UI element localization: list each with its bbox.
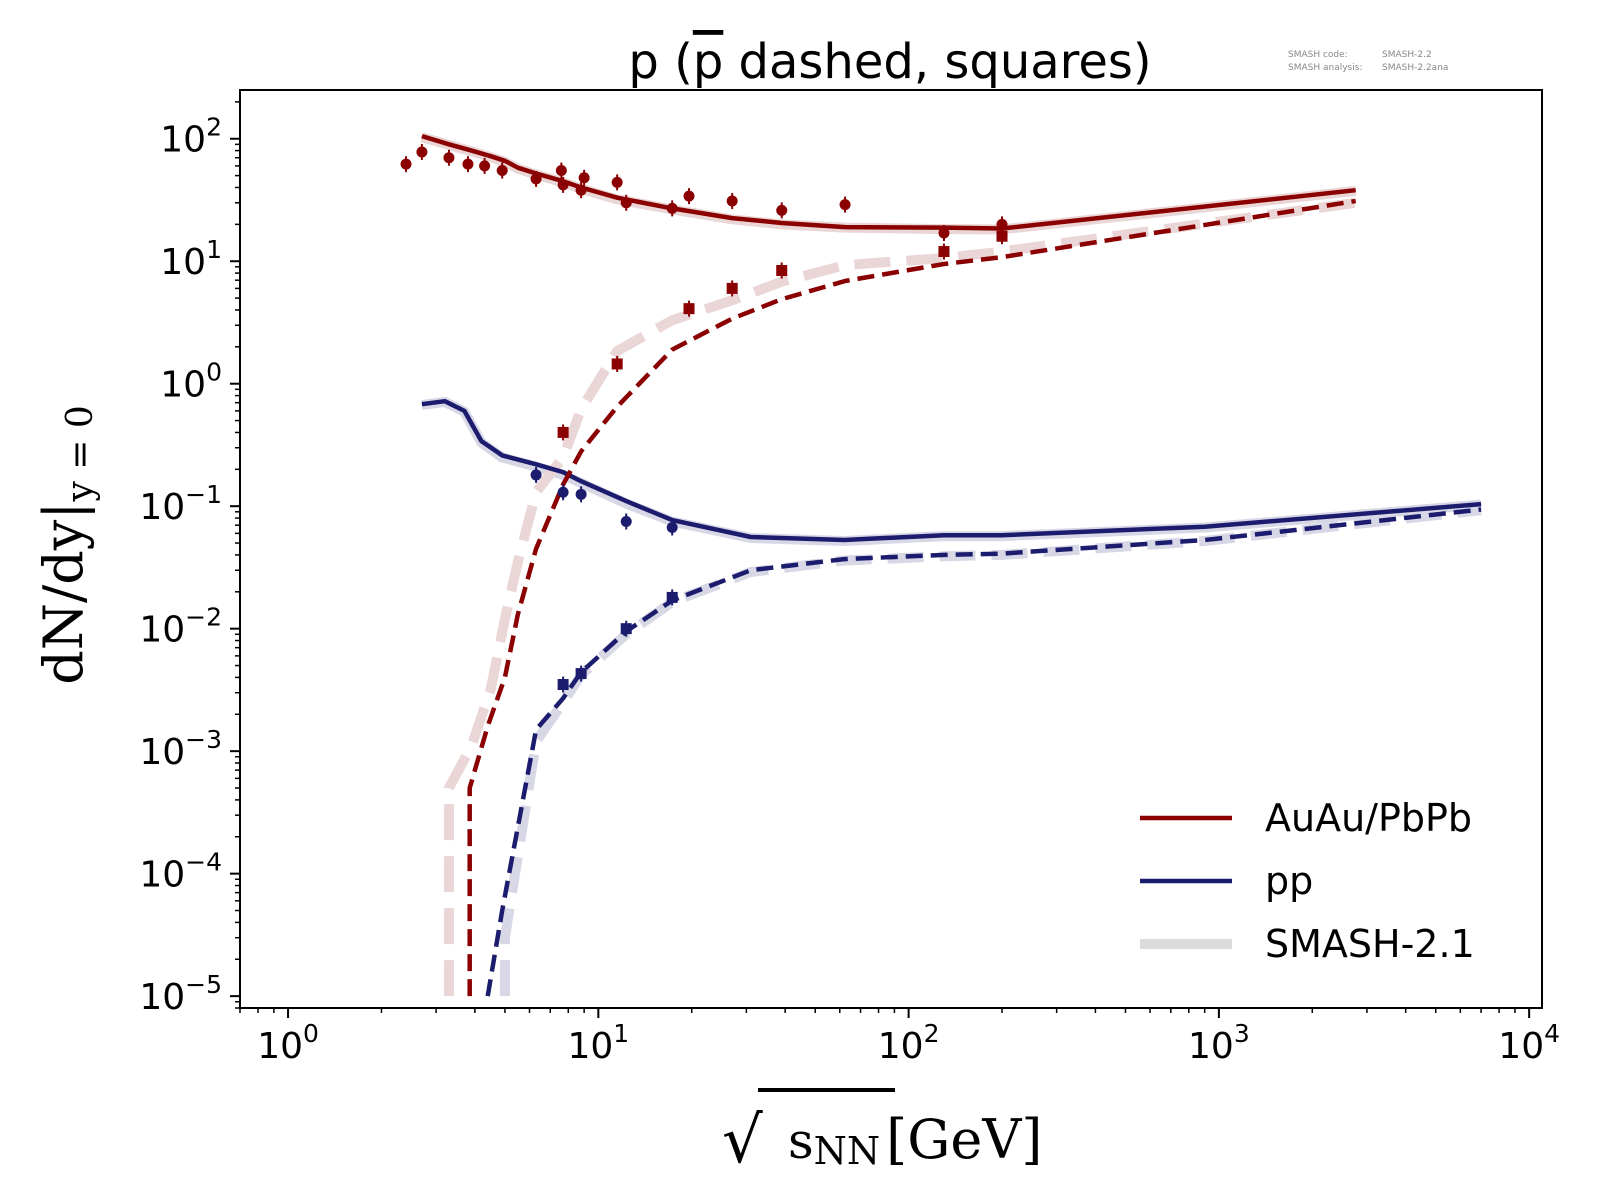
y-tick-label: 10−4 [139,848,222,896]
y-tick-label: 100 [160,358,222,406]
title-rest: dashed, squares) [723,34,1151,90]
y-axis-label: dN/dy|y = 0 [32,405,101,685]
y-tick-label: 10−5 [139,970,222,1018]
y-tick-label: 102 [160,113,222,161]
y-tick-label: 10−1 [139,480,222,528]
data-point-auau-p-data [776,204,788,216]
x-label-sqrt: √ [722,1104,763,1178]
x-label-text: sNN [GeV] [788,1108,1042,1173]
series-pp-p [421,398,1482,543]
data-point-auau-p-data [683,190,695,202]
legend-label: pp [1265,859,1313,903]
series-ref-pp-pbar [499,505,1482,997]
data-point-auau-p-data [578,172,590,184]
data-point-auau-pbar-data [611,358,623,370]
data-point-auau-pbar-data [683,303,695,315]
y-label-main: dN/dy| [32,502,95,685]
y-tick-label: 10−3 [139,725,222,773]
x-label-sub: NN [814,1129,881,1173]
info-code-label: SMASH code: [1288,50,1348,60]
legend: AuAu/PbPb pp SMASH-2.1 [1140,796,1475,966]
info-code-value: SMASH-2.2 [1382,50,1432,60]
legend-label: AuAu/PbPb [1265,796,1472,840]
x-label-unit: [GeV] [886,1108,1042,1171]
data-point-pp-pbar-data [557,679,569,691]
info-analysis-value: SMASH-2.2ana [1382,63,1448,73]
info-analysis-label: SMASH analysis: [1288,63,1362,73]
data-point-auau-pbar-data [938,246,950,258]
data-point-auau-p-data [996,218,1008,230]
plot-frame [239,89,1543,1009]
x-label-s: s [788,1112,814,1170]
data-point-auau-p-data [726,195,738,207]
data-point-pp-pbar-data [666,591,678,603]
data-point-auau-p-data [575,184,587,196]
data-point-auau-pbar-data [996,230,1008,242]
data-point-auau-p-data [496,165,508,177]
data-point-pp-p-data [557,486,569,498]
svg-text:dN/dy|y = 0: dN/dy|y = 0 [32,405,101,685]
data-point-auau-pbar-data [557,426,569,438]
legend-label: SMASH-2.1 [1265,922,1475,966]
x-tick-label: 100 [257,1019,319,1067]
chart-title: p (p dashed, squares) [628,34,1151,90]
x-tick-label: 101 [567,1019,629,1067]
data-point-auau-p-data [443,152,455,164]
data-point-auau-p-data [555,165,567,177]
data-point-auau-p-data [462,158,474,170]
data-point-auau-p-data [839,199,851,211]
data-point-auau-p-data [611,176,623,188]
data-point-auau-p-data [938,227,950,239]
y-label-sub: y = 0 [60,405,101,502]
data-point-pp-p-data [575,488,587,500]
x-axis-ticks: 100 101 102 103 104 [239,1008,1560,1067]
data-point-auau-p-data [416,146,428,158]
x-tick-label: 102 [878,1019,940,1067]
series-layer [400,132,1482,997]
series-auau-pbar [467,198,1357,997]
y-tick-label: 101 [160,235,222,283]
title-main: p ( [628,34,692,90]
data-point-pp-pbar-data [620,623,632,635]
data-point-pp-pbar-data [575,668,587,680]
data-point-pp-p-data [620,515,632,527]
data-point-auau-pbar-data [776,265,788,276]
y-tick-label: 10−2 [139,603,222,651]
y-axis-ticks: 102 101 100 10−1 10−2 10−3 10−4 10−5 [139,101,240,1018]
title-pbar: p [693,34,723,90]
data-point-auau-p-data [479,160,491,172]
data-point-auau-p-data [557,179,569,191]
x-tick-label: 103 [1188,1019,1250,1067]
data-point-auau-p-data [400,158,412,170]
data-point-pp-p-data [666,521,678,533]
data-point-pp-p-data [530,469,542,481]
data-point-auau-pbar-data [726,282,738,294]
series-ref-auau-pbar [443,197,1357,997]
data-point-auau-p-data [530,173,542,185]
x-tick-label: 104 [1498,1019,1560,1067]
data-point-auau-p-data [620,197,632,209]
data-point-auau-p-data [666,202,678,214]
smash-info: SMASH code: SMASH-2.2 SMASH analysis: SM… [1288,50,1448,73]
x-axis-label: √ sNN [GeV] [722,1088,1042,1178]
